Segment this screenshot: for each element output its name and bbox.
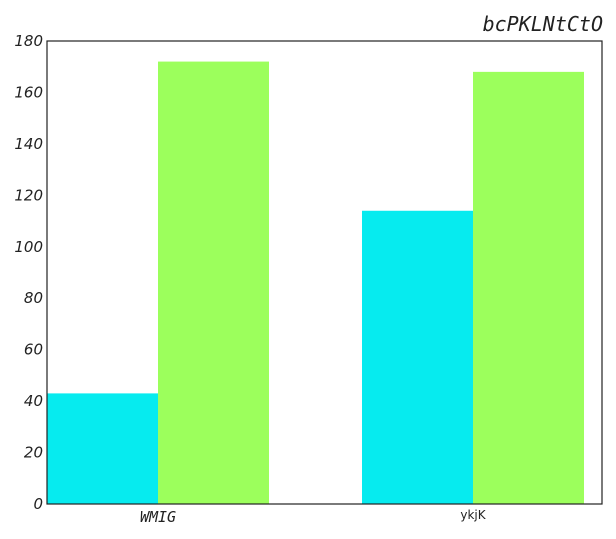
bar-wmig-series-2 [158, 61, 269, 504]
y-tick-label: 180 [14, 32, 43, 50]
y-tick-label: 40 [24, 392, 43, 410]
bar-wmig-series-1 [47, 393, 158, 504]
y-axis-ticks: 0 20 40 60 80 100 120 140 160 180 [14, 32, 43, 513]
bar-ykjk-series-1 [362, 210, 473, 504]
chart-title: bcPKLNtCtO [483, 12, 603, 36]
plot-frame [46, 40, 603, 505]
bars-layer [47, 61, 584, 504]
x-tick-label-ykjk: ykjK [460, 508, 486, 522]
y-tick-label: 100 [14, 238, 43, 256]
x-axis-ticks: WMIG ykjK [140, 508, 487, 526]
y-tick-label: 120 [14, 186, 43, 204]
x-tick-label-wmig: WMIG [140, 508, 176, 526]
y-tick-label: 20 [24, 444, 43, 462]
y-tick-label: 0 [33, 495, 43, 513]
y-tick-label: 160 [14, 83, 43, 101]
y-tick-label: 80 [24, 289, 43, 307]
y-tick-label: 60 [24, 341, 43, 359]
bar-ykjk-series-2 [473, 71, 584, 504]
y-tick-label: 140 [14, 135, 43, 153]
